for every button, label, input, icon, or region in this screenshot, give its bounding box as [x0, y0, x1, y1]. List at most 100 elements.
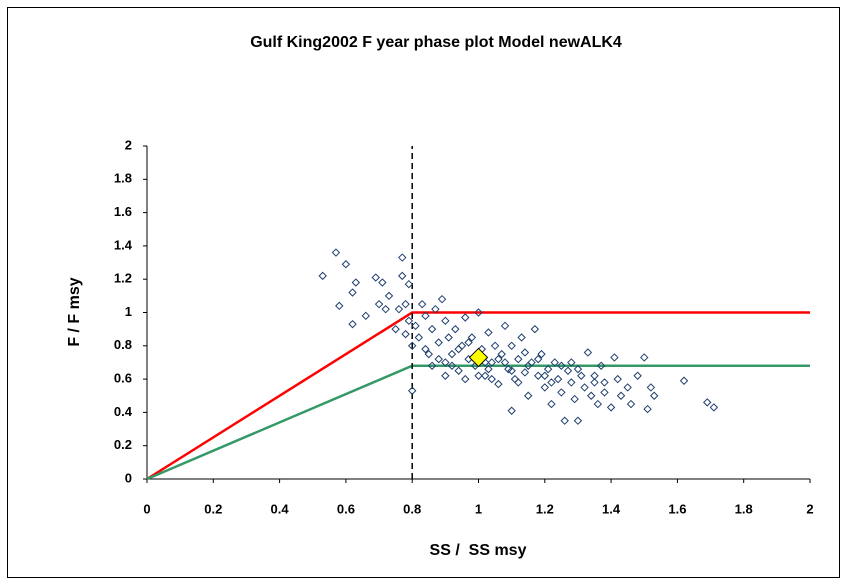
data-point: [480, 371, 490, 380]
data-point: [421, 311, 430, 321]
x-tick-label: 1: [475, 501, 482, 516]
y-tick-label: 0.8: [114, 337, 132, 352]
data-point: [441, 358, 450, 367]
data-point: [444, 333, 453, 342]
data-point: [507, 341, 516, 351]
reference-line: [146, 311, 810, 481]
x-tick-label: 0.4: [271, 501, 290, 516]
data-point: [600, 388, 609, 397]
x-tick-label: 0.8: [403, 501, 421, 516]
y-tick-label: 1.4: [114, 237, 133, 252]
data-point: [613, 374, 622, 384]
data-point: [484, 364, 493, 374]
data-point: [401, 299, 410, 309]
y-tick-label: 1: [125, 304, 132, 319]
data-point: [573, 416, 583, 425]
x-tick-label: 1.4: [602, 501, 621, 516]
y-tick-label: 1.8: [114, 171, 132, 186]
y-tick-label: 0.2: [114, 437, 132, 452]
data-point: [401, 329, 410, 339]
data-point: [633, 371, 642, 380]
data-point: [500, 321, 510, 331]
data-point: [361, 311, 370, 321]
data-point: [371, 273, 380, 282]
data-point: [484, 328, 493, 337]
data-point: [530, 324, 540, 334]
data-point: [590, 378, 599, 387]
data-point: [335, 301, 344, 311]
data-point: [467, 333, 477, 342]
data-point: [351, 278, 361, 287]
data-point: [547, 378, 556, 387]
y-tick-label: 1.6: [114, 204, 132, 219]
data-point: [341, 260, 351, 269]
data-point: [461, 374, 470, 384]
data-point: [606, 403, 616, 412]
data-point: [407, 341, 417, 351]
data-point: [626, 399, 636, 409]
data-point: [533, 371, 543, 380]
data-point: [563, 366, 573, 375]
data-point: [441, 316, 450, 326]
data-point: [414, 333, 424, 342]
data-point: [587, 391, 596, 400]
data-point: [394, 304, 404, 314]
data-point: [514, 378, 523, 387]
x-tick-label: 0: [143, 501, 150, 516]
data-point: [487, 374, 496, 384]
data-point: [600, 378, 609, 387]
data-point: [424, 349, 433, 359]
x-tick-label: 0.2: [204, 501, 222, 516]
data-point: [616, 391, 626, 400]
data-point: [398, 271, 407, 281]
data-point: [540, 383, 550, 392]
data-point: [421, 344, 430, 354]
data-point: [543, 364, 553, 374]
data-point: [540, 371, 550, 380]
data-point: [567, 378, 576, 387]
data-point: [580, 383, 589, 392]
data-point: [507, 406, 516, 415]
y-tick-label: 0.6: [114, 371, 132, 386]
data-point: [474, 308, 483, 317]
data-point: [434, 338, 443, 347]
data-point: [447, 361, 457, 370]
y-tick-label: 0.4: [114, 404, 133, 419]
data-point: [524, 391, 533, 400]
data-point: [447, 349, 457, 359]
data-point: [417, 299, 427, 309]
data-point: [560, 416, 569, 425]
data-point: [520, 368, 530, 377]
data-point: [431, 304, 440, 314]
data-point: [550, 358, 559, 367]
data-point: [494, 354, 503, 364]
x-tick-label: 0.6: [337, 501, 355, 516]
y-tick-label: 1.2: [114, 271, 132, 286]
data-point: [461, 313, 470, 322]
data-point: [441, 371, 450, 380]
data-point: [384, 291, 394, 301]
y-tick-label: 2: [125, 137, 132, 152]
data-point: [640, 353, 649, 362]
data-point: [404, 279, 414, 289]
data-point: [381, 304, 390, 314]
data-point: [404, 316, 414, 326]
data-point: [570, 394, 579, 404]
x-tick-label: 2: [806, 501, 813, 516]
data-point: [497, 349, 506, 359]
data-point: [494, 379, 503, 389]
data-point: [573, 364, 583, 374]
data-point: [500, 358, 510, 367]
data-point: [524, 361, 533, 370]
data-point: [454, 344, 463, 354]
data-point: [703, 398, 712, 407]
data-point: [434, 354, 443, 364]
data-point: [451, 324, 460, 334]
data-point: [679, 376, 689, 385]
data-point: [643, 404, 652, 414]
data-point: [348, 288, 357, 297]
data-point: [547, 399, 556, 409]
data-point: [318, 271, 327, 281]
x-tick-label: 1.6: [668, 501, 686, 516]
data-point: [646, 383, 656, 392]
